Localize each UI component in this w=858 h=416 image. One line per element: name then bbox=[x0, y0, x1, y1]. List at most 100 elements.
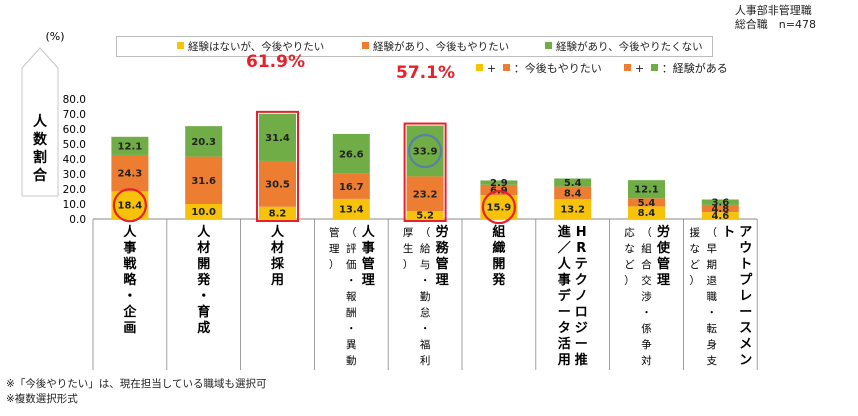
category-label-char: 成 bbox=[197, 320, 210, 336]
category-label-char: 組 bbox=[641, 242, 652, 255]
data-label: 15.9 bbox=[487, 203, 512, 214]
bar-segment bbox=[406, 176, 444, 212]
y-axis-label-char: 割 bbox=[33, 149, 47, 166]
key-swatch-yellow bbox=[476, 64, 483, 71]
y-tick-label: 20.0 bbox=[63, 184, 86, 196]
bar-segment bbox=[480, 180, 518, 185]
data-label: 16.7 bbox=[339, 182, 364, 193]
category-label-char: 開 bbox=[492, 257, 505, 272]
category-label-char: 採 bbox=[271, 256, 285, 272]
y-axis-unit: (%) bbox=[45, 30, 64, 43]
category-label-char: 人 bbox=[362, 224, 376, 240]
bar-segment bbox=[185, 126, 223, 157]
category-label-char: ク bbox=[575, 273, 588, 288]
category-label-char: ・ bbox=[707, 307, 718, 319]
legend-item-green: 経験があり、今後やりたくない bbox=[545, 39, 703, 54]
highlight-box bbox=[256, 110, 299, 222]
category-label-char: ロ bbox=[575, 305, 588, 320]
category-label-char: 戦 bbox=[123, 256, 137, 272]
category-label-char: ／ bbox=[558, 240, 571, 256]
category-label-char: 務 bbox=[436, 240, 450, 256]
category-label-char: 支 bbox=[707, 355, 718, 367]
category-label-char: 織 bbox=[492, 240, 505, 256]
legend-swatch bbox=[362, 42, 369, 49]
category-label-char: 退 bbox=[707, 275, 718, 287]
category-label-char: 管 bbox=[657, 256, 670, 272]
data-label: 31.6 bbox=[191, 176, 216, 187]
category-label-char: デ bbox=[558, 288, 572, 304]
bar-segment bbox=[628, 206, 665, 219]
category-label-char: 交 bbox=[641, 274, 652, 287]
category-label-char: 材 bbox=[197, 240, 210, 256]
category-label-char: 活 bbox=[558, 336, 571, 352]
category-label-char: ア bbox=[739, 225, 752, 240]
sample-group: 人事部非管理職 bbox=[734, 4, 812, 17]
category-label-char: 事 bbox=[362, 240, 375, 256]
highlight-roumu-total: 57.1% bbox=[396, 63, 455, 83]
key-text: ：経験がある bbox=[661, 62, 728, 75]
highlight-box bbox=[403, 122, 447, 222]
bar-segment bbox=[554, 199, 592, 219]
category-label-char: 管 bbox=[436, 256, 449, 272]
category-label-char: 企 bbox=[122, 304, 137, 320]
sample-note: 人事部非管理職 総合職 n=478 bbox=[735, 4, 816, 32]
category-label-char: テ bbox=[575, 257, 588, 272]
category-label-char: 援 bbox=[690, 226, 701, 239]
category-label-char: 厚 bbox=[403, 227, 414, 239]
category-label-char: レ bbox=[739, 289, 752, 304]
data-label: 5.4 bbox=[564, 178, 582, 189]
category-label-char: H bbox=[576, 225, 587, 240]
category-label-char: 画 bbox=[123, 321, 136, 336]
bar-segment bbox=[259, 113, 296, 161]
footnote-2: ※複数選択形式 bbox=[6, 393, 78, 405]
category-label-char: 報 bbox=[346, 291, 357, 303]
footnote-1: ※「今後やりたい」は、現在担当している職域も選択可 bbox=[6, 378, 267, 390]
category-label-char: メ bbox=[739, 337, 752, 352]
bar-segment bbox=[701, 204, 739, 213]
category-label-char: 期 bbox=[707, 259, 718, 271]
category-label-char: （ bbox=[641, 227, 652, 239]
category-label-char: ） bbox=[403, 259, 414, 271]
category-label-char: ト bbox=[739, 257, 752, 272]
bar-segment bbox=[628, 180, 665, 199]
category-label-char: （ bbox=[346, 227, 357, 239]
bar-segment bbox=[111, 154, 149, 192]
category-label-char: 発 bbox=[196, 272, 211, 288]
category-label-char: ・ bbox=[420, 275, 431, 287]
bar-segment bbox=[701, 212, 739, 219]
data-label: 20.3 bbox=[191, 137, 216, 148]
category-label-char: 価 bbox=[346, 258, 357, 271]
category-label-char: プ bbox=[739, 273, 753, 288]
key-swatch-orange bbox=[502, 64, 510, 71]
y-tick-label: 10.0 bbox=[63, 199, 86, 211]
category-label-char: （ bbox=[420, 227, 431, 239]
data-label: 31.4 bbox=[265, 133, 290, 144]
y-tick-label: 60.0 bbox=[63, 124, 86, 136]
category-label-char: 酬 bbox=[346, 307, 357, 319]
y-tick-label: 30.0 bbox=[63, 169, 86, 181]
category-label-char: ） bbox=[690, 275, 701, 287]
category-label-char: 合 bbox=[641, 258, 652, 271]
key-swatch-green bbox=[650, 64, 658, 71]
category-label-char: 略 bbox=[123, 272, 137, 288]
y-tick-label: 70.0 bbox=[63, 109, 86, 121]
data-label: 12.1 bbox=[118, 141, 143, 152]
highlight-circle bbox=[481, 189, 516, 225]
category-label-char: 怠 bbox=[420, 306, 431, 319]
data-label: 8.2 bbox=[269, 208, 287, 219]
category-label-char: 早 bbox=[707, 243, 718, 255]
y-axis-label-char: 人 bbox=[33, 113, 48, 130]
legend-label: 経験はないが、今後やりたい bbox=[188, 41, 325, 53]
category-label-char: 管 bbox=[362, 256, 375, 272]
category-label-char: ジ bbox=[575, 321, 588, 336]
data-label: 33.9 bbox=[413, 146, 438, 157]
y-axis-label-char: 合 bbox=[33, 167, 48, 184]
bar-segment bbox=[332, 173, 370, 199]
data-label: 5.2 bbox=[416, 211, 434, 222]
category-label-char: 異 bbox=[346, 339, 357, 351]
category-label-char: 育 bbox=[197, 304, 210, 320]
bar-segment bbox=[628, 198, 665, 207]
category-label-char: ト bbox=[722, 225, 735, 240]
category-label-char: ・ bbox=[420, 323, 431, 335]
legend-item-orange: 経験があり、今後もやりたい bbox=[362, 39, 509, 54]
